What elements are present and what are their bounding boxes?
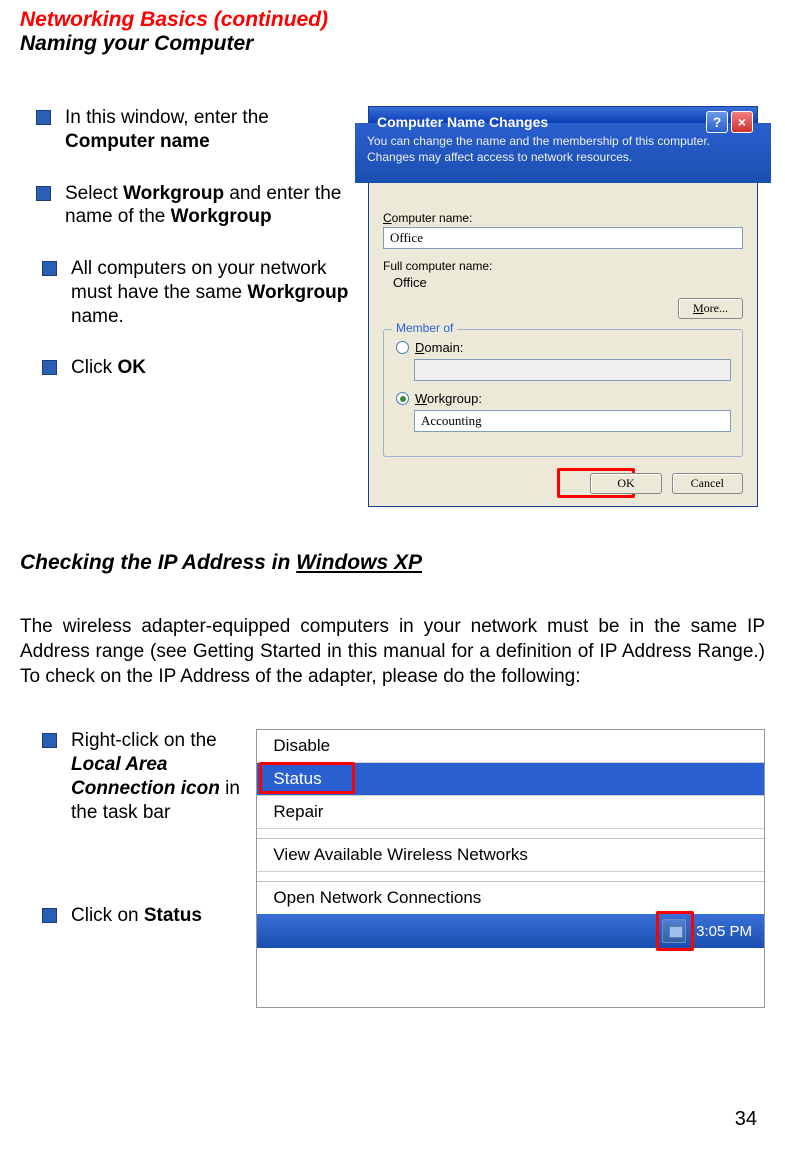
- help-icon[interactable]: ?: [706, 111, 728, 133]
- bullet-item: In this window, enter the Computer name: [20, 106, 360, 154]
- menu-separator: [257, 829, 764, 839]
- bullet-text: Select: [65, 183, 123, 204]
- taskbar-clock: 3:05 PM: [696, 923, 752, 940]
- status-highlight: [259, 762, 355, 794]
- bullet-bold: Workgroup: [123, 183, 224, 204]
- section2-heading: Checking the IP Address in Windows XP: [20, 551, 765, 575]
- domain-input[interactable]: [414, 359, 731, 381]
- bullet-item: Click OK: [20, 356, 360, 380]
- ok-button[interactable]: OK: [590, 473, 661, 494]
- bullet-text: In this window, enter the: [65, 107, 269, 128]
- full-computer-name-label: Full computer name:: [383, 259, 743, 273]
- instruction-list-2: Right-click on the Local Area Connection…: [20, 729, 244, 1008]
- menu-item-disable[interactable]: Disable: [257, 730, 764, 763]
- section2-title-b: Windows XP: [296, 551, 422, 574]
- close-icon[interactable]: ×: [731, 111, 753, 133]
- bullet-text: Right-click on the: [71, 730, 217, 751]
- bullet-bold: Workgroup: [171, 206, 272, 227]
- instruction-list-1: In this window, enter the Computer name …: [20, 106, 360, 507]
- bullet-icon: [42, 733, 57, 748]
- bullet-bold: Status: [144, 905, 202, 926]
- dialog-title: Computer Name Changes: [377, 114, 548, 130]
- dialog-description: You can change the name and the membersh…: [355, 123, 771, 183]
- member-of-group: Member of Domain: Workgroup:: [383, 329, 743, 457]
- page-number: 34: [735, 1108, 757, 1131]
- workgroup-input[interactable]: [414, 410, 731, 432]
- menu-item-view-networks[interactable]: View Available Wireless Networks: [257, 839, 764, 872]
- menu-item-repair[interactable]: Repair: [257, 796, 764, 829]
- bullet-item: Right-click on the Local Area Connection…: [20, 729, 244, 824]
- bullet-bold: OK: [117, 357, 146, 378]
- bullet-icon: [42, 261, 57, 276]
- heading-continued: (continued): [214, 8, 328, 31]
- workgroup-radio[interactable]: [396, 392, 409, 405]
- workgroup-radio-label: Workgroup:: [415, 391, 482, 406]
- context-menu-screenshot: Disable Status Repair View Available Wir…: [256, 729, 765, 1008]
- computer-name-label: Computer name:: [383, 211, 743, 225]
- heading-subtitle: Naming your Computer: [20, 32, 765, 56]
- bullet-item: Click on Status: [20, 904, 244, 928]
- bullet-icon: [42, 908, 57, 923]
- bullet-bold: Computer name: [65, 131, 210, 152]
- cancel-button[interactable]: Cancel: [672, 473, 743, 494]
- menu-item-open-connections[interactable]: Open Network Connections: [257, 882, 764, 914]
- full-computer-name-value: Office: [383, 275, 743, 290]
- bullet-icon: [36, 186, 51, 201]
- section2-title-a: Checking the IP Address in: [20, 551, 296, 574]
- domain-radio-label: Domain:: [415, 340, 463, 355]
- group-title: Member of: [392, 321, 457, 335]
- network-tray-icon[interactable]: [662, 919, 686, 943]
- bullet-item: Select Workgroup and enter the name of t…: [20, 182, 360, 230]
- computer-name-input[interactable]: [383, 227, 743, 249]
- bullet-bold: Local Area Connection icon: [71, 754, 220, 799]
- menu-separator: [257, 872, 764, 882]
- heading-main: Networking Basics: [20, 8, 214, 31]
- bullet-bold: Workgroup: [247, 282, 348, 303]
- bullet-icon: [36, 110, 51, 125]
- bullet-text: Click: [71, 357, 117, 378]
- page-heading: Networking Basics (continued) Naming you…: [20, 8, 765, 56]
- bullet-icon: [42, 360, 57, 375]
- taskbar: 3:05 PM: [257, 914, 764, 948]
- bullet-text: Click on: [71, 905, 144, 926]
- domain-radio[interactable]: [396, 341, 409, 354]
- bullet-text: name.: [71, 306, 124, 327]
- more-button[interactable]: More...: [678, 298, 743, 319]
- computer-name-changes-dialog: Computer Name Changes ? × You can change…: [368, 106, 758, 507]
- bullet-item: All computers on your network must have …: [20, 257, 360, 328]
- section2-paragraph: The wireless adapter-equipped computers …: [20, 615, 765, 689]
